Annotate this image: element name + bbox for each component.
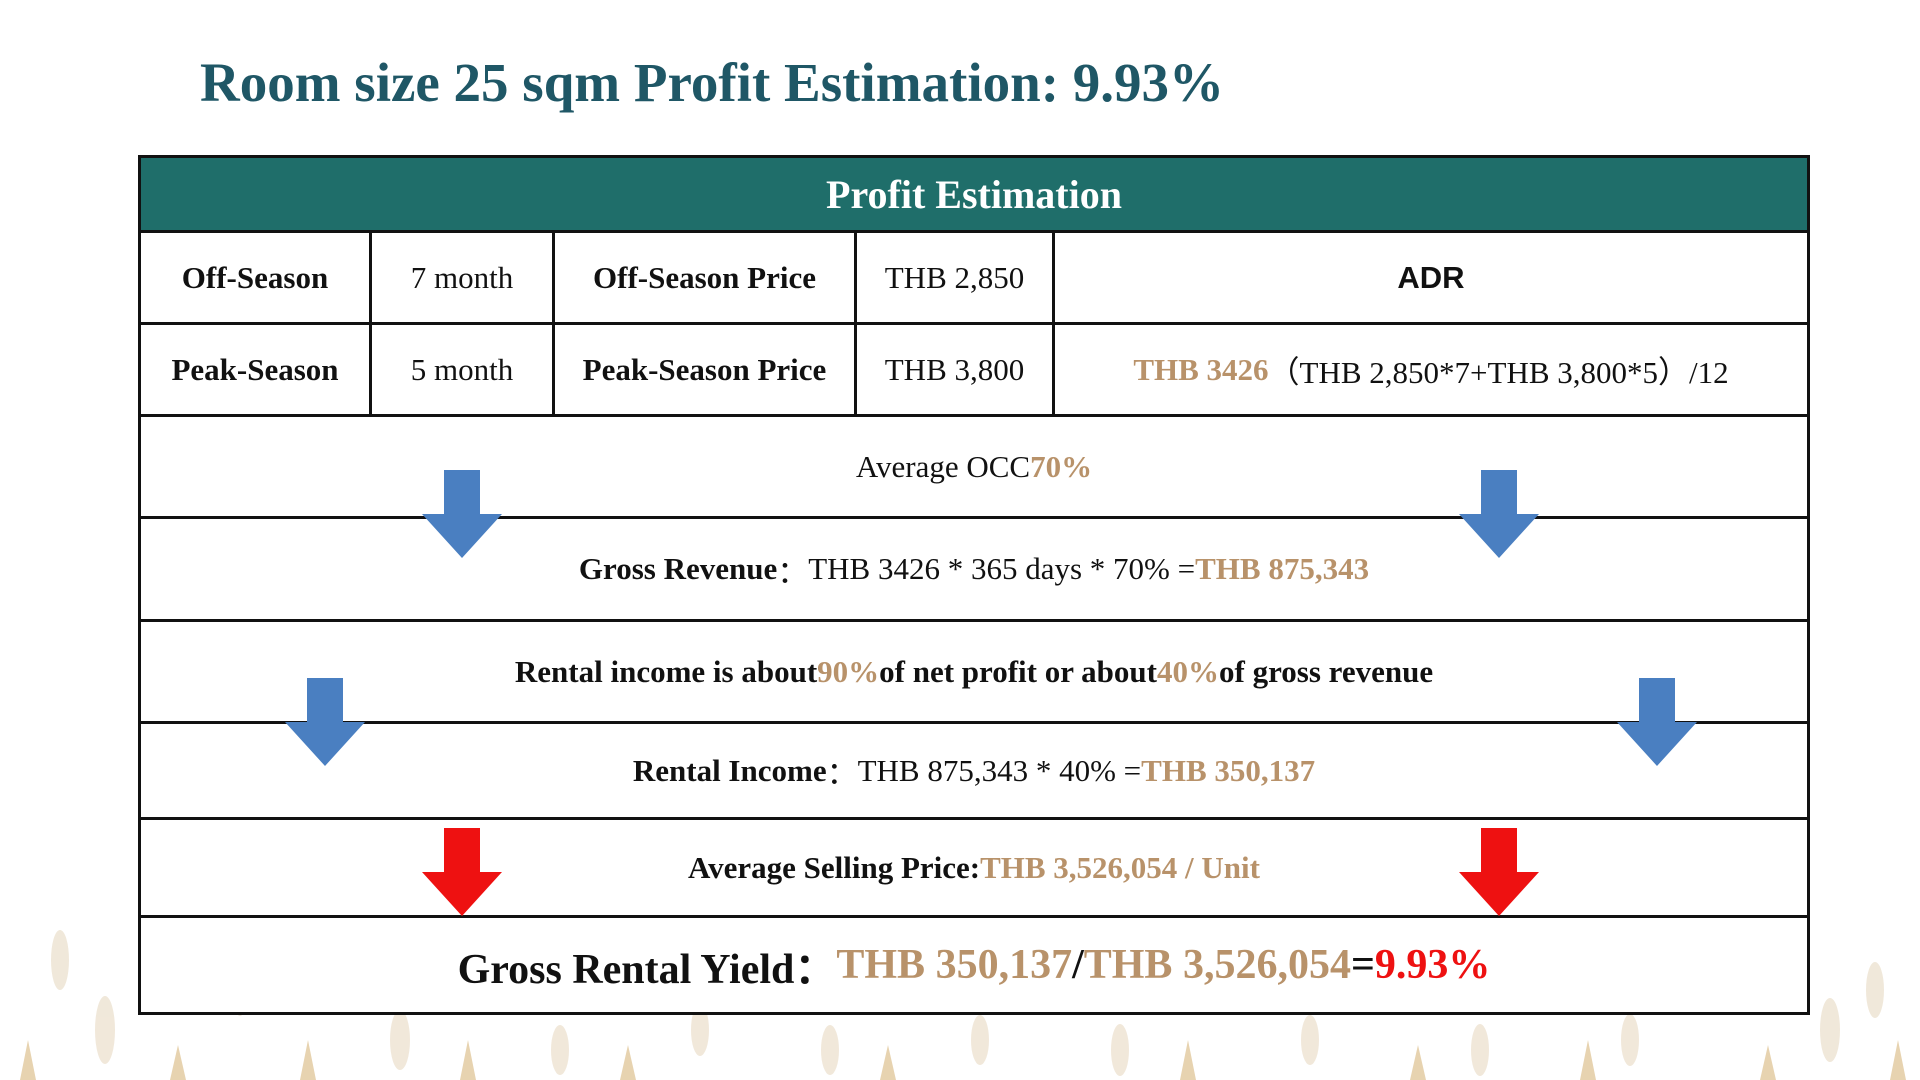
adr-calculation: THB 3426 （THB 2,850*7+THB 3,800*5）/12 <box>1055 325 1807 414</box>
yield-slash: / <box>1072 942 1084 988</box>
profit-estimation-table: Profit Estimation Off-Season 7 month Off… <box>138 155 1810 1015</box>
occ-label: Average OCC <box>855 448 1031 484</box>
rental-note-text: Rental income is about <box>514 653 818 689</box>
arrow-down-icon <box>285 678 365 766</box>
price-label-cell: Peak-Season Price <box>555 325 857 414</box>
price-label-cell: Off-Season Price <box>555 233 857 322</box>
rental-note-text: of gross revenue <box>1219 653 1434 689</box>
rental-note-text: of net profit or about <box>879 653 1157 689</box>
adr-value: THB 3426 <box>1133 351 1269 387</box>
arrow-down-icon <box>422 828 502 916</box>
yield-equals: = <box>1350 942 1375 988</box>
yield-numerator: THB 350,137 <box>836 942 1073 988</box>
arrow-down-icon <box>422 470 502 558</box>
arrow-down-icon <box>1459 828 1539 916</box>
rental-income-sep: ： <box>826 756 858 791</box>
occ-value: 70% <box>1030 448 1093 484</box>
selling-price-value: THB 3,526,054 / Unit <box>980 849 1260 885</box>
price-cell: THB 2,850 <box>857 233 1055 322</box>
table-header: Profit Estimation <box>141 158 1807 233</box>
gross-revenue-value: THB 875,343 <box>1195 551 1370 586</box>
duration-cell: 7 month <box>372 233 555 322</box>
yield-label: Gross Rental Yield： <box>457 946 837 993</box>
rental-income-value: THB 350,137 <box>1141 752 1316 788</box>
season-cell: Off-Season <box>141 233 372 322</box>
season-cell: Peak-Season <box>141 325 372 414</box>
rental-income-row: Rental Income ： THB 875,343 * 40% = THB … <box>141 724 1807 820</box>
table-row: Peak-Season 5 month Peak-Season Price TH… <box>141 325 1807 417</box>
rental-income-formula: THB 875,343 * 40% = <box>857 752 1142 788</box>
gross-revenue-formula: THB 3426 * 365 days * 70% = <box>808 551 1196 586</box>
rental-note-percent-net: 90% <box>817 653 880 689</box>
duration-cell: 5 month <box>372 325 555 414</box>
rental-income-label: Rental Income <box>632 752 827 788</box>
rental-note-row: Rental income is about 90% of net profit… <box>141 622 1807 724</box>
yield-result: 9.93% <box>1374 942 1491 988</box>
price-cell: THB 3,800 <box>857 325 1055 414</box>
yield-denominator: THB 3,526,054 <box>1083 942 1351 988</box>
gross-rental-yield-row: Gross Rental Yield： THB 350,137 / THB 3,… <box>141 918 1807 1012</box>
table-row: Off-Season 7 month Off-Season Price THB … <box>141 233 1807 325</box>
page-title: Room size 25 sqm Profit Estimation: 9.93… <box>200 52 1225 113</box>
selling-price-label: Average Selling Price: <box>688 849 981 885</box>
adr-formula: （THB 2,850*7+THB 3,800*5）/12 <box>1268 355 1729 390</box>
selling-price-row: Average Selling Price: THB 3,526,054 / U… <box>141 820 1807 918</box>
arrow-down-icon <box>1459 470 1539 558</box>
gross-revenue-row: Gross Revenue ： THB 3426 * 365 days * 70… <box>141 519 1807 622</box>
gross-revenue-label: Gross Revenue <box>578 551 778 586</box>
gross-revenue-sep: ： <box>777 554 809 590</box>
adr-label: ADR <box>1397 259 1465 295</box>
occupancy-row: Average OCC 70% <box>141 417 1807 519</box>
arrow-down-icon <box>1617 678 1697 766</box>
rental-note-percent-gross: 40% <box>1157 653 1219 689</box>
